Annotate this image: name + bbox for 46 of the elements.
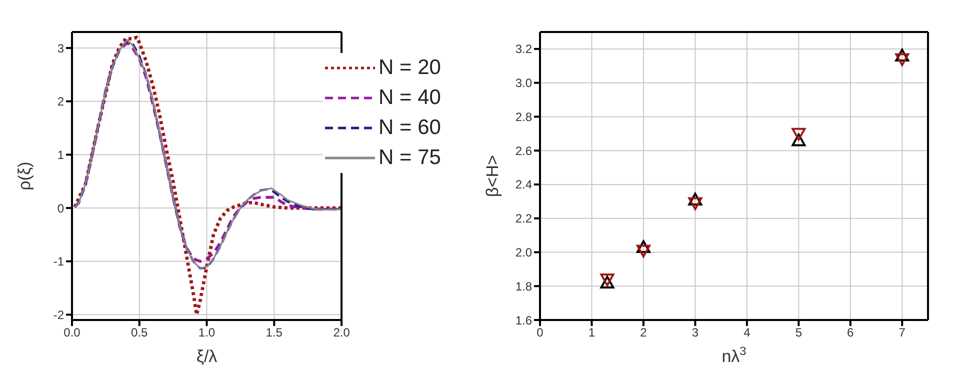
x-tick-label: 6: [847, 326, 854, 340]
x-tick-label: 0: [536, 326, 544, 340]
y-tick-label: 3.0: [515, 76, 532, 90]
x-tick-label: 0.0: [64, 326, 81, 340]
y-tick-label: 2.8: [515, 110, 532, 124]
legend-label: N = 75: [378, 145, 441, 171]
x-axis-title: ξ/λ: [196, 347, 218, 366]
y-tick-label: 3: [57, 41, 64, 56]
x-tick-label: 5: [795, 326, 802, 340]
y-tick-label: 1.8: [515, 279, 532, 294]
y-tick-label: -1: [53, 254, 64, 269]
legend-label: N = 40: [378, 85, 441, 111]
x-tick-label: 3: [692, 326, 699, 340]
point: [636, 240, 650, 253]
legend-label: N = 60: [378, 115, 441, 141]
y-tick-label: 0: [57, 201, 64, 216]
x-tick-label: 7: [898, 326, 906, 340]
point: [688, 197, 702, 210]
x-tick-label: 1: [588, 326, 596, 340]
y-tick-label: 2.2: [515, 212, 532, 226]
legend-label: N = 20: [378, 55, 441, 81]
point: [792, 133, 806, 146]
point: [600, 274, 614, 286]
x-axis-title: nλ$^{3}$: [722, 344, 747, 366]
line-series: [72, 36, 342, 316]
x-tick-label: 1.0: [198, 326, 216, 340]
x-tick-label: 0.5: [131, 326, 148, 340]
point: [636, 244, 650, 258]
x-tick-label: 2: [640, 326, 648, 340]
y-tick-label: 2.4: [515, 178, 532, 192]
y-axis-title: β<H>: [483, 154, 502, 197]
point: [792, 128, 806, 141]
y-axis-title: ρ(ξ): [15, 162, 34, 190]
y-tick-label: 3.2: [515, 42, 532, 56]
x-tick-label: 1.5: [266, 326, 283, 340]
y-tick-label: 2.0: [515, 245, 532, 260]
point: [895, 53, 910, 66]
y-tick-label: 1.6: [515, 313, 532, 328]
y-tick-label: 2.6: [515, 144, 532, 158]
x-tick-label: 4: [744, 326, 751, 340]
y-tick-label: 2: [57, 94, 64, 109]
x-tick-label: 2.0: [333, 326, 350, 340]
y-tick-label: -2: [53, 308, 64, 322]
point: [688, 192, 702, 206]
point: [895, 48, 910, 62]
y-tick-label: 1: [57, 148, 64, 162]
